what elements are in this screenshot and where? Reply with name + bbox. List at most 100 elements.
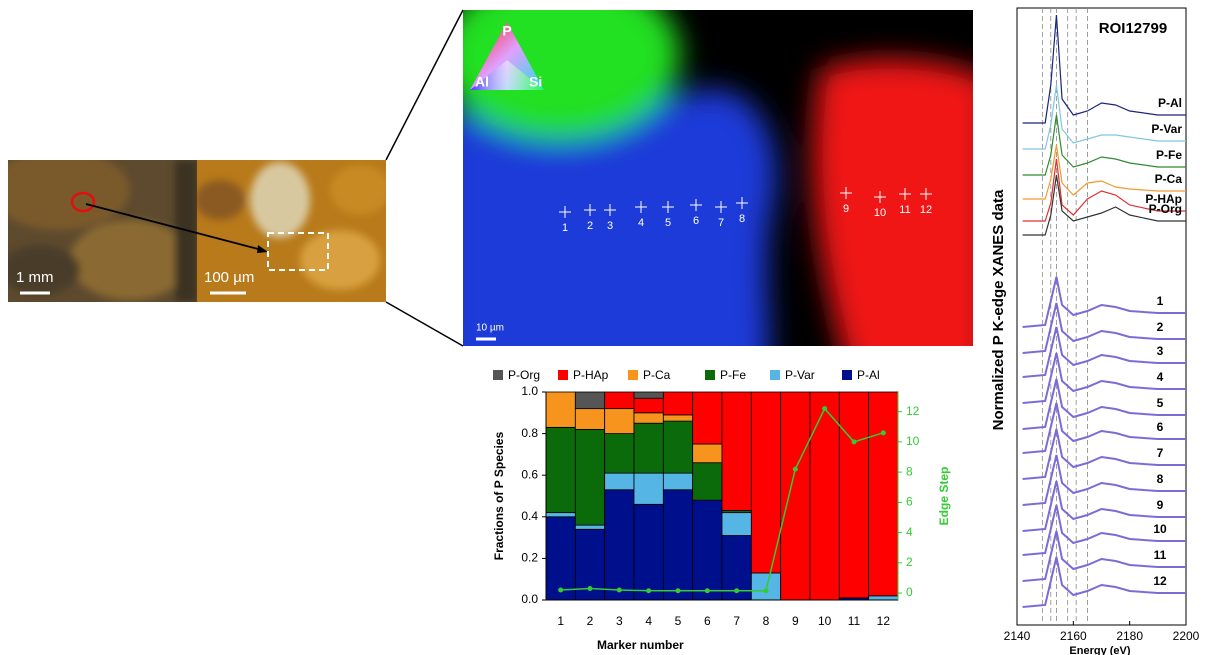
x-axis-title: Energy (eV) bbox=[1069, 645, 1130, 655]
legend-label: P-HAp bbox=[573, 368, 609, 382]
legend-swatch bbox=[628, 370, 638, 380]
y2-tick-label: 2 bbox=[906, 555, 913, 569]
marker-label: 6 bbox=[693, 215, 699, 227]
spectrum-label: 8 bbox=[1157, 472, 1164, 486]
element-map: P Al Si 10 µm bbox=[440, 0, 990, 380]
x-tick-label: 6 bbox=[704, 614, 711, 628]
spectrum-label: 3 bbox=[1157, 344, 1164, 358]
bar-segment bbox=[693, 444, 722, 463]
bar-segment bbox=[605, 434, 634, 474]
legend-label: P-Al bbox=[857, 368, 880, 382]
bar-segment bbox=[605, 490, 634, 600]
x-tick-label: 4 bbox=[645, 614, 652, 628]
spectrum-label: 6 bbox=[1157, 420, 1164, 434]
bar-segment bbox=[663, 490, 692, 600]
bar-segment bbox=[869, 596, 898, 600]
y2-tick-label: 10 bbox=[906, 434, 920, 448]
edge-step-point bbox=[764, 588, 769, 593]
legend-label: P-Org bbox=[508, 368, 540, 382]
bar-segment bbox=[751, 573, 780, 600]
x-tick-label: 2200 bbox=[1173, 629, 1200, 643]
bar-segment bbox=[839, 392, 868, 598]
legend-swatch bbox=[493, 370, 503, 380]
spectrum-label: 4 bbox=[1157, 370, 1164, 384]
edge-step-point bbox=[705, 588, 710, 593]
y2-tick-label: 4 bbox=[906, 525, 913, 539]
legend-swatch bbox=[842, 370, 852, 380]
bar-segment bbox=[781, 392, 810, 600]
bar-segment bbox=[634, 392, 663, 398]
marker-label: 4 bbox=[638, 217, 644, 229]
scale-label: 100 µm bbox=[204, 269, 254, 286]
y2-tick-label: 8 bbox=[906, 464, 913, 478]
spectrum-label: 10 bbox=[1153, 522, 1167, 536]
y-tick-label: 0.2 bbox=[521, 551, 538, 565]
marker-label: 12 bbox=[920, 204, 932, 216]
y2-tick-label: 0 bbox=[906, 585, 913, 599]
spectrum-label: 11 bbox=[1154, 548, 1167, 562]
spectrum-label: P-Var bbox=[1151, 122, 1182, 136]
bar-segment bbox=[575, 409, 604, 430]
y2-tick-label: 12 bbox=[906, 404, 920, 418]
spectrum-label: 5 bbox=[1157, 396, 1164, 410]
x-axis-title: Marker number bbox=[597, 638, 684, 652]
edge-step-point bbox=[881, 430, 886, 435]
marker-label: 5 bbox=[665, 217, 671, 229]
marker-label: 2 bbox=[587, 220, 593, 232]
spectrum-label: P-Org bbox=[1149, 202, 1182, 216]
legend-label: P-Fe bbox=[720, 368, 746, 382]
bar-segment bbox=[634, 504, 663, 600]
spectrum-label: 1 bbox=[1157, 294, 1164, 308]
x-tick-label: 11 bbox=[848, 614, 861, 628]
y-tick-label: 0.4 bbox=[521, 509, 538, 523]
bar-segment bbox=[605, 392, 634, 409]
bar-segment bbox=[810, 392, 839, 600]
y2-tick-label: 6 bbox=[906, 495, 913, 509]
marker-label: 7 bbox=[718, 217, 724, 229]
x-tick-label: 2 bbox=[587, 614, 594, 628]
spectrum-label: 2 bbox=[1157, 320, 1164, 334]
legend-label: P-Var bbox=[785, 368, 815, 382]
marker-label: 10 bbox=[874, 207, 886, 219]
figure: 1 mm 100 µm P Al Si 10 µm Marker number … bbox=[0, 0, 1207, 655]
bar-segment bbox=[634, 413, 663, 423]
y2-axis-title: Edge Step bbox=[937, 467, 951, 526]
y-tick-label: 1.0 bbox=[521, 384, 538, 398]
bar-segment bbox=[546, 513, 575, 517]
bar-segment bbox=[634, 398, 663, 413]
bar-segment bbox=[546, 517, 575, 600]
x-tick-label: 9 bbox=[792, 614, 799, 628]
spectrum-label: P-Al bbox=[1158, 96, 1182, 110]
bar-segment bbox=[693, 500, 722, 600]
x-tick-label: 1 bbox=[557, 614, 564, 628]
y-tick-label: 0.0 bbox=[521, 592, 538, 606]
edge-step-point bbox=[646, 588, 651, 593]
bar-segment bbox=[605, 409, 634, 434]
ternary-label: Al bbox=[475, 74, 489, 90]
spectrum bbox=[1023, 85, 1186, 149]
spectrum-label: P-Ca bbox=[1155, 172, 1183, 186]
bar-segment bbox=[546, 392, 575, 427]
bar-segment bbox=[693, 463, 722, 500]
bar-segment bbox=[634, 423, 663, 473]
bar-segment bbox=[634, 473, 663, 504]
edge-step-point bbox=[558, 588, 563, 593]
x-tick-label: 2160 bbox=[1060, 629, 1087, 643]
y-tick-label: 0.8 bbox=[521, 426, 538, 440]
ternary-label: Si bbox=[529, 74, 542, 90]
x-tick-label: 8 bbox=[763, 614, 770, 628]
y-axis-title: Normalized P K-edge XANES data bbox=[990, 189, 1007, 430]
micrograph: 1 mm 100 µm bbox=[0, 10, 463, 346]
spectrum-label: 7 bbox=[1157, 446, 1164, 460]
marker-label: 11 bbox=[899, 204, 910, 216]
x-tick-label: 3 bbox=[616, 614, 623, 628]
legend-label: P-Ca bbox=[643, 368, 671, 382]
edge-step-point bbox=[734, 588, 739, 593]
marker-label: 9 bbox=[843, 203, 849, 215]
bar-segment bbox=[575, 429, 604, 525]
legend-swatch bbox=[770, 370, 780, 380]
scale-label: 10 µm bbox=[476, 323, 504, 334]
legend-swatch bbox=[558, 370, 568, 380]
bar-segment bbox=[575, 392, 604, 409]
y-tick-label: 0.6 bbox=[521, 467, 538, 481]
